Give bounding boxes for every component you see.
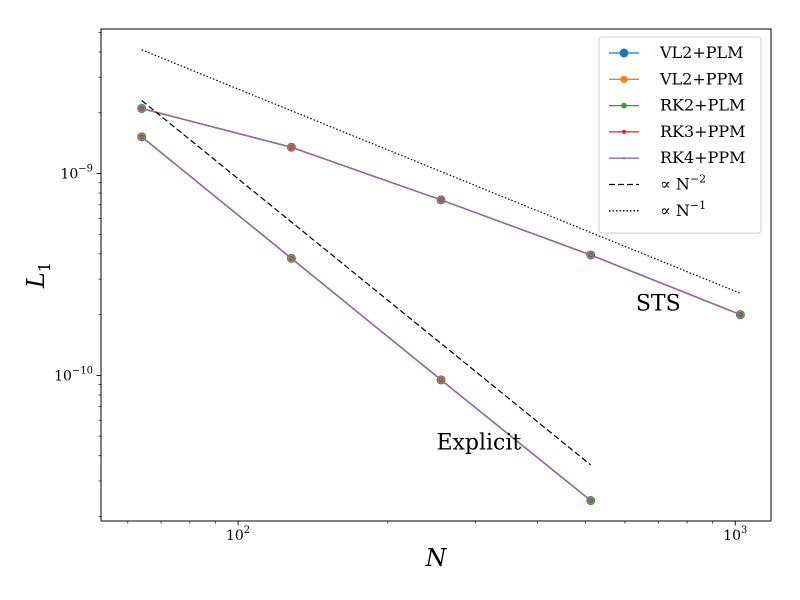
y-tick-label-base: 10 [60, 167, 78, 183]
legend-label-text: RK4+PPM [660, 148, 746, 167]
annotation-explicit: Explicit [436, 430, 521, 455]
x-axis-label: N [425, 544, 448, 572]
legend-label-exponent: −1 [690, 199, 706, 212]
legend-item: RK3+PPM [609, 122, 746, 141]
x-tick-label-base: 10 [723, 528, 741, 544]
plot-area [100, 28, 772, 522]
legend-box [598, 36, 762, 234]
legend-label-text: ∝ N [660, 175, 690, 194]
x-axis: 102 103 [127, 521, 747, 544]
series-4-sts [140, 107, 742, 316]
legend-swatch-marker [622, 129, 626, 134]
legend-label: ∝ N−1 [660, 199, 706, 220]
legend-label: VL2+PLM [659, 43, 744, 62]
series-layer [137, 49, 745, 506]
legend-item: VL2+PLM [609, 43, 744, 62]
legend-label-text: ∝ N [660, 201, 690, 220]
legend-label-exponent: −2 [690, 173, 706, 186]
data-point [589, 253, 592, 257]
x-tick-label: 103 [723, 525, 747, 544]
legend-label: VL2+PPM [659, 69, 744, 88]
x-tick-label-exponent: 2 [244, 525, 250, 536]
x-tick-label: 102 [226, 525, 250, 544]
legend-label: RK2+PLM [660, 96, 745, 115]
legend-swatch-marker [620, 75, 628, 83]
y-tick-label-exponent: −9 [78, 164, 93, 175]
data-point [739, 313, 742, 316]
x-tick-label-base: 10 [226, 528, 244, 544]
y-axis-label: L1 [22, 262, 54, 289]
data-point [140, 135, 143, 139]
legend-swatch-marker [621, 102, 627, 109]
series-9-explicit [140, 135, 592, 502]
y-axis-label-main: L [22, 272, 50, 289]
plot-frame [100, 28, 772, 522]
legend-swatch-marker [619, 48, 629, 58]
data-point [439, 198, 443, 202]
legend-label-text: RK3+PPM [660, 122, 746, 141]
legend-label-text: VL2+PPM [659, 69, 744, 88]
y-tick-label: 10−9 [60, 164, 93, 183]
legend-item: RK4+PPM [609, 148, 746, 167]
legend-item: VL2+PPM [609, 69, 744, 88]
legend-item: RK2+PLM [609, 96, 745, 115]
annotations: STS Explicit [436, 291, 680, 455]
y-axis-label-subscript: 1 [35, 262, 54, 272]
annotation-sts: STS [636, 291, 681, 316]
data-point [439, 378, 443, 382]
y-tick-label-base: 10 [54, 368, 72, 384]
legend-label: RK3+PPM [660, 122, 746, 141]
series-10-reference [141, 100, 592, 466]
x-tick-label-exponent: 3 [741, 525, 747, 536]
legend-swatch-marker [622, 157, 626, 160]
series-line [141, 136, 592, 502]
data-point [290, 257, 293, 260]
series-line [141, 49, 741, 294]
legend-label-text: VL2+PLM [659, 43, 744, 62]
legend-item: ∝ N−2 [609, 173, 706, 194]
data-point [140, 107, 143, 110]
legend-label: RK4+PPM [660, 148, 746, 167]
data-point [290, 146, 293, 149]
legend-label: ∝ N−2 [660, 173, 706, 194]
series-line [141, 100, 592, 466]
series-11-reference [141, 49, 741, 294]
y-tick-label: 10−10 [54, 365, 93, 384]
y-tick-label-exponent: −10 [72, 365, 93, 376]
legend-item: ∝ N−1 [609, 199, 706, 220]
data-point [589, 499, 592, 502]
legend-label-text: RK2+PLM [660, 96, 745, 115]
